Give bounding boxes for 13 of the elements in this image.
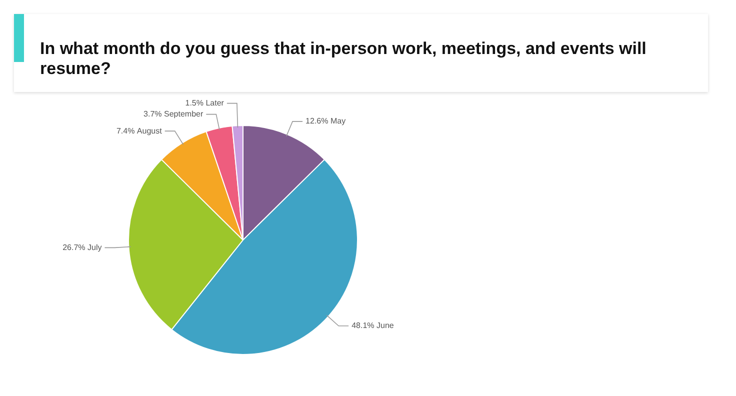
data-label: 1.5% xyxy=(185,98,204,108)
chart-title: In what month do you guess that in-person work, meetings, and events will resume? xyxy=(40,39,648,79)
slice-label: June xyxy=(376,321,394,330)
data-label: 12.6% xyxy=(306,116,328,126)
data-label: 26.7% xyxy=(62,242,86,252)
slice-label: Later xyxy=(206,98,224,108)
data-label: 3.7% xyxy=(144,110,162,119)
slice-label: September xyxy=(164,110,204,119)
data-label: 7.4% xyxy=(116,126,135,136)
slice-label: August xyxy=(136,126,163,136)
slice-label: July xyxy=(88,242,102,252)
slice-label: May xyxy=(330,116,346,126)
data-label: 48.1% xyxy=(352,321,374,330)
